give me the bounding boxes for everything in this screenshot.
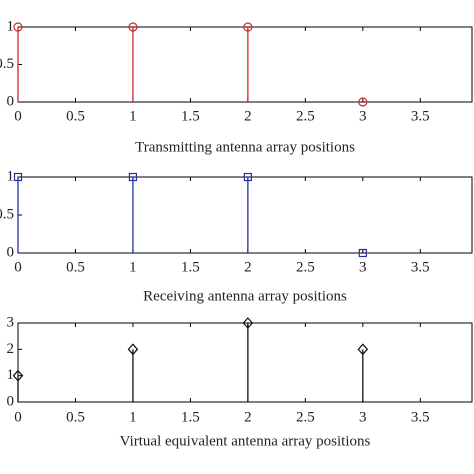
y-tick-label: 3 bbox=[7, 314, 15, 330]
x-tick-label: 2 bbox=[244, 259, 252, 275]
x-tick-label: 2.5 bbox=[296, 409, 315, 425]
axes-frame bbox=[17, 26, 473, 103]
x-tick-label: 3.5 bbox=[411, 108, 430, 124]
y-tick-label: 0 bbox=[7, 393, 15, 409]
stem bbox=[128, 172, 138, 253]
y-tick-label: 0 bbox=[7, 244, 15, 260]
x-axis-label: Receiving antenna array positions bbox=[143, 288, 347, 304]
x-axis-label: Transmitting antenna array positions bbox=[135, 139, 355, 155]
stem bbox=[243, 172, 252, 253]
stem bbox=[358, 248, 367, 258]
x-tick-label: 3 bbox=[359, 409, 367, 425]
x-tick-label: 2 bbox=[244, 409, 252, 425]
marker bbox=[357, 343, 369, 356]
x-tick-label: 3 bbox=[359, 259, 367, 275]
x-tick-label: 0 bbox=[14, 409, 22, 425]
x-tick-label: 3.5 bbox=[411, 409, 430, 425]
x-tick-label: 1 bbox=[129, 409, 137, 425]
stem bbox=[358, 97, 368, 107]
y-tick-label: 1 bbox=[7, 18, 15, 34]
y-tick-label: 2 bbox=[7, 341, 15, 357]
axes-frame bbox=[17, 176, 473, 254]
x-tick-label: 1.5 bbox=[181, 108, 200, 124]
x-tick-label: 0.5 bbox=[66, 108, 85, 124]
stem bbox=[357, 343, 369, 402]
y-tick-label: 1 bbox=[7, 367, 15, 383]
x-tick-label: 3.5 bbox=[411, 259, 430, 275]
stem bbox=[13, 172, 23, 253]
y-tick-label: 1 bbox=[7, 168, 15, 184]
marker bbox=[12, 369, 24, 382]
x-tick-label: 1 bbox=[129, 108, 137, 124]
marker bbox=[243, 172, 252, 182]
x-tick-label: 2.5 bbox=[296, 108, 315, 124]
x-tick-label: 0 bbox=[14, 259, 22, 275]
stem bbox=[242, 317, 254, 402]
stem bbox=[13, 22, 23, 102]
marker bbox=[358, 97, 368, 107]
x-tick-label: 0 bbox=[14, 108, 22, 124]
y-tick-label: 0.5 bbox=[0, 56, 14, 72]
marker bbox=[13, 22, 23, 32]
x-tick-label: 0.5 bbox=[66, 409, 85, 425]
stem bbox=[128, 22, 138, 102]
x-tick-label: 1.5 bbox=[181, 409, 200, 425]
y-tick-label: 0 bbox=[7, 93, 15, 109]
x-axis-label: Virtual equivalent antenna array positio… bbox=[120, 433, 371, 449]
marker bbox=[128, 172, 138, 182]
x-tick-label: 2 bbox=[244, 108, 252, 124]
marker bbox=[13, 172, 23, 182]
x-tick-label: 2.5 bbox=[296, 259, 315, 275]
marker bbox=[127, 343, 139, 356]
stem bbox=[12, 369, 24, 402]
y-tick-label: 0.5 bbox=[0, 206, 14, 222]
axes-frame bbox=[17, 322, 473, 403]
stem bbox=[127, 343, 139, 402]
marker bbox=[128, 22, 138, 32]
x-tick-label: 1.5 bbox=[181, 259, 200, 275]
marker bbox=[243, 22, 253, 32]
marker bbox=[358, 248, 367, 258]
marker bbox=[242, 317, 254, 329]
stem bbox=[243, 22, 253, 102]
x-tick-label: 0.5 bbox=[66, 259, 85, 275]
x-tick-label: 1 bbox=[129, 259, 137, 275]
x-tick-label: 3 bbox=[359, 108, 367, 124]
